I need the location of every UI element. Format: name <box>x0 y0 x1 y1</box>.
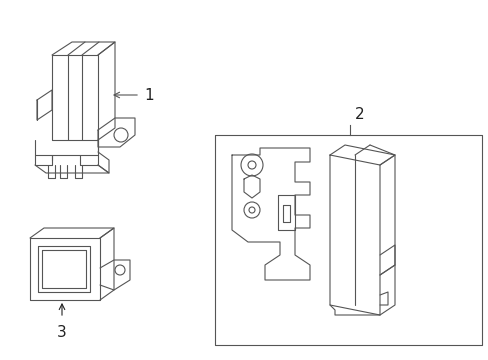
Text: 1: 1 <box>143 87 153 103</box>
Text: 2: 2 <box>354 107 364 122</box>
Text: 3: 3 <box>57 325 67 340</box>
